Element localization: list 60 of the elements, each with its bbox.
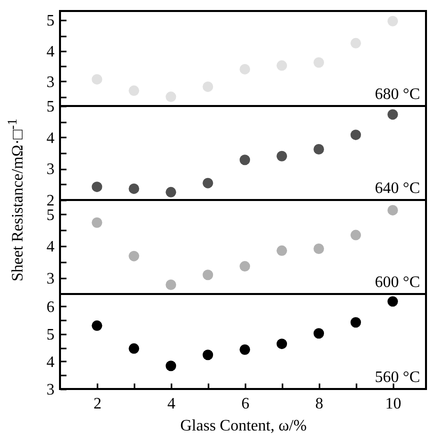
point bbox=[314, 144, 324, 154]
y-tick-label: 4 bbox=[46, 238, 54, 256]
y-tick-label: 3 bbox=[46, 270, 54, 288]
y-tick-label: 3 bbox=[46, 161, 54, 178]
point bbox=[128, 183, 140, 194]
point bbox=[128, 343, 140, 354]
annotation: 560 °C bbox=[374, 369, 420, 386]
point bbox=[92, 182, 102, 192]
point bbox=[387, 16, 398, 26]
point bbox=[202, 81, 214, 92]
y-tick-label: 6 bbox=[46, 298, 54, 316]
y-tick-label: 5 bbox=[46, 326, 54, 344]
point bbox=[92, 217, 102, 228]
point bbox=[166, 360, 176, 372]
point bbox=[276, 150, 288, 162]
x-tick-label: 2 bbox=[93, 396, 102, 412]
point bbox=[276, 60, 288, 71]
y-tick-label: 4 bbox=[46, 43, 54, 60]
point bbox=[166, 92, 176, 102]
x-tick-label: 8 bbox=[315, 396, 324, 412]
point bbox=[166, 280, 176, 290]
annotation: 600 °C bbox=[374, 274, 420, 291]
x-axis-title: Glass Content, ω/% bbox=[180, 418, 307, 434]
x-tick-label: 10 bbox=[385, 396, 402, 412]
y-tick-label: 5 bbox=[46, 98, 54, 116]
point bbox=[314, 244, 324, 254]
point bbox=[92, 74, 102, 85]
point bbox=[128, 250, 140, 262]
point bbox=[387, 296, 398, 307]
point bbox=[240, 154, 250, 166]
point bbox=[350, 230, 361, 240]
point bbox=[314, 57, 324, 68]
y-tick-label: 5 bbox=[46, 206, 54, 224]
x-tick-label: 6 bbox=[241, 396, 250, 412]
point bbox=[387, 204, 398, 216]
point bbox=[92, 320, 102, 331]
y-tick-label: 4 bbox=[46, 354, 54, 371]
x-tick-label: 4 bbox=[167, 396, 176, 412]
y-tick-label: 3 bbox=[46, 74, 54, 91]
point bbox=[202, 270, 214, 280]
point bbox=[166, 186, 176, 198]
point bbox=[276, 245, 288, 256]
point bbox=[202, 350, 214, 360]
y-tick-label: 3 bbox=[46, 382, 54, 398]
point bbox=[128, 85, 140, 96]
point bbox=[240, 261, 250, 272]
point bbox=[240, 64, 250, 74]
point bbox=[350, 130, 361, 140]
y-tick-label: 2 bbox=[46, 192, 54, 210]
annotation: 680 °C bbox=[374, 86, 420, 103]
point bbox=[350, 317, 361, 328]
point bbox=[240, 344, 250, 355]
point bbox=[387, 109, 398, 120]
y-tick-label: 5 bbox=[46, 12, 54, 30]
y-tick-label: 4 bbox=[46, 130, 54, 147]
annotation: 640 °C bbox=[374, 180, 420, 197]
point bbox=[276, 338, 288, 350]
point bbox=[202, 178, 214, 188]
point bbox=[314, 328, 324, 339]
point bbox=[350, 38, 361, 48]
